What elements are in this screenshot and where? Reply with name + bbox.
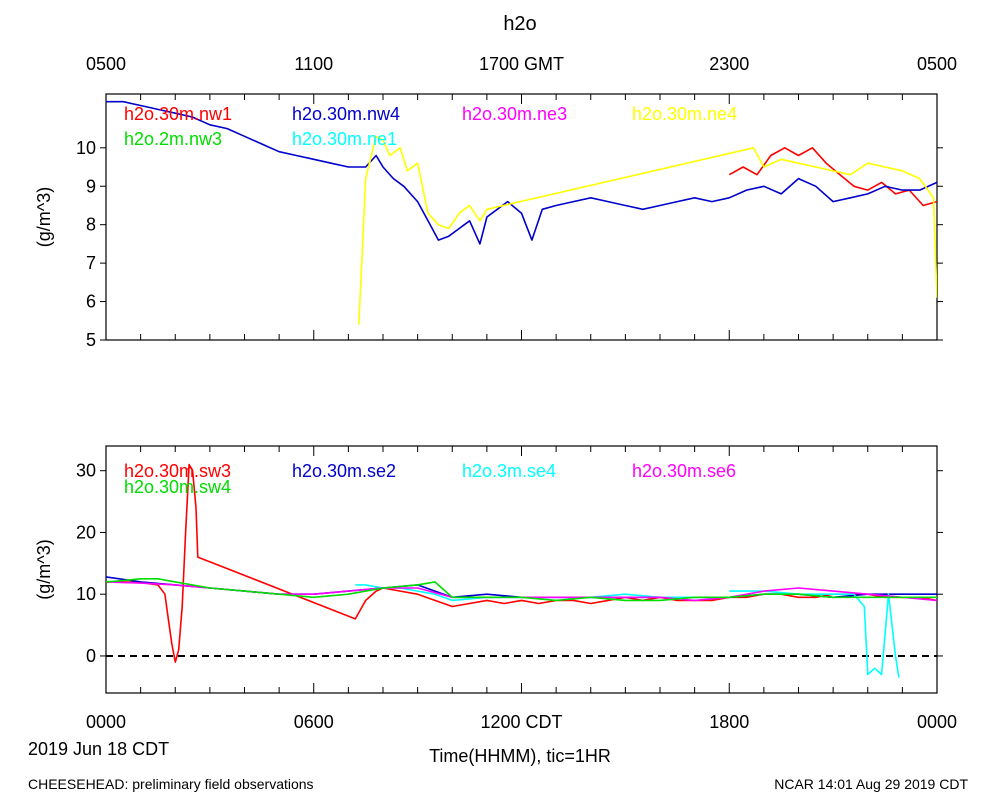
bottom-x-axis-labels: 0000 0600 1200 CDT 1800 0000 xyxy=(86,712,957,732)
top-x-tick-label: 2300 xyxy=(709,54,749,74)
bottom-x-tick-label: 1200 CDT xyxy=(480,712,562,732)
y-axis-label: (g/m^3) xyxy=(34,539,54,599)
y-tick-label: 7 xyxy=(86,253,96,273)
y-tick-label: 5 xyxy=(86,330,96,350)
series-line-h2o-3m-se4 xyxy=(355,584,900,678)
y-tick-label: 20 xyxy=(76,522,96,542)
y-tick-label: 10 xyxy=(76,584,96,604)
legend-entry: h2o.30m.sw4 xyxy=(124,477,231,497)
bottom-x-tick-label: 0000 xyxy=(86,712,126,732)
top-panel: 5 6 7 8 9 10 (g/m^3) h2o.30m.nw1 h2o.30m.nw4 h2o.… xyxy=(34,93,943,350)
legend-entry: h2o.30m.nw4 xyxy=(292,104,400,124)
legend-entry: h2o.30m.se2 xyxy=(292,461,396,481)
top-x-axis-labels: 0500 1100 1700 GMT 2300 0500 xyxy=(86,54,957,74)
bottom-x-tick-label: 1800 xyxy=(709,712,749,732)
bottom-x-tick-label: 0000 xyxy=(917,712,957,732)
series-line-h2o-30m-nw1 xyxy=(728,147,937,207)
y-tick-label: 0 xyxy=(86,646,96,666)
footer-right: NCAR 14:01 Aug 29 2019 CDT xyxy=(774,776,968,792)
bottom-x-tick-label: 0600 xyxy=(294,712,334,732)
y-tick-label: 6 xyxy=(86,292,96,312)
series-line-h2o-30m-sw4 xyxy=(106,578,937,602)
date-label: 2019 Jun 18 CDT xyxy=(28,739,169,759)
y-tick-label: 30 xyxy=(76,461,96,481)
legend-entry: h2o.2m.nw3 xyxy=(124,129,222,149)
footer-left: CHEESEHEAD: preliminary field observatio… xyxy=(28,776,314,792)
top-x-tick-label: 1100 xyxy=(294,54,333,74)
x-axis-label: Time(HHMM), tic=1HR xyxy=(429,746,611,766)
legend-entry: h2o.30m.ne3 xyxy=(462,104,567,124)
legend-entry: h2o.30m.nw1 xyxy=(124,104,232,124)
y-tick-label: 8 xyxy=(86,215,96,235)
top-x-tick-label: 1700 GMT xyxy=(479,54,564,74)
legend-entry: h2o.30m.ne1 xyxy=(292,129,397,149)
series-line-h2o-30m-nw4 xyxy=(106,100,937,245)
top-x-tick-label: 0500 xyxy=(917,54,957,74)
bottom-panel: 0 10 20 30 (g/m^3) h2o.30m.sw3 h2o.30m.se2 h2o.… xyxy=(34,445,943,694)
series-line-h2o-30m-sw3 xyxy=(106,463,937,663)
series-line-h2o-30m-ne4 xyxy=(358,135,937,325)
legend-entry: h2o.3m.se4 xyxy=(462,461,556,481)
legend-entry: h2o.30m.sw3 xyxy=(124,461,231,481)
legend-entry: h2o.30m.ne4 xyxy=(632,104,737,124)
legend-entry: h2o.30m.se6 xyxy=(632,461,736,481)
y-axis-label: (g/m^3) xyxy=(34,187,54,247)
y-tick-label: 10 xyxy=(76,138,96,158)
figure-title: h2o xyxy=(503,13,536,35)
y-tick-label: 9 xyxy=(86,176,96,196)
top-x-tick-label: 0500 xyxy=(86,54,126,74)
